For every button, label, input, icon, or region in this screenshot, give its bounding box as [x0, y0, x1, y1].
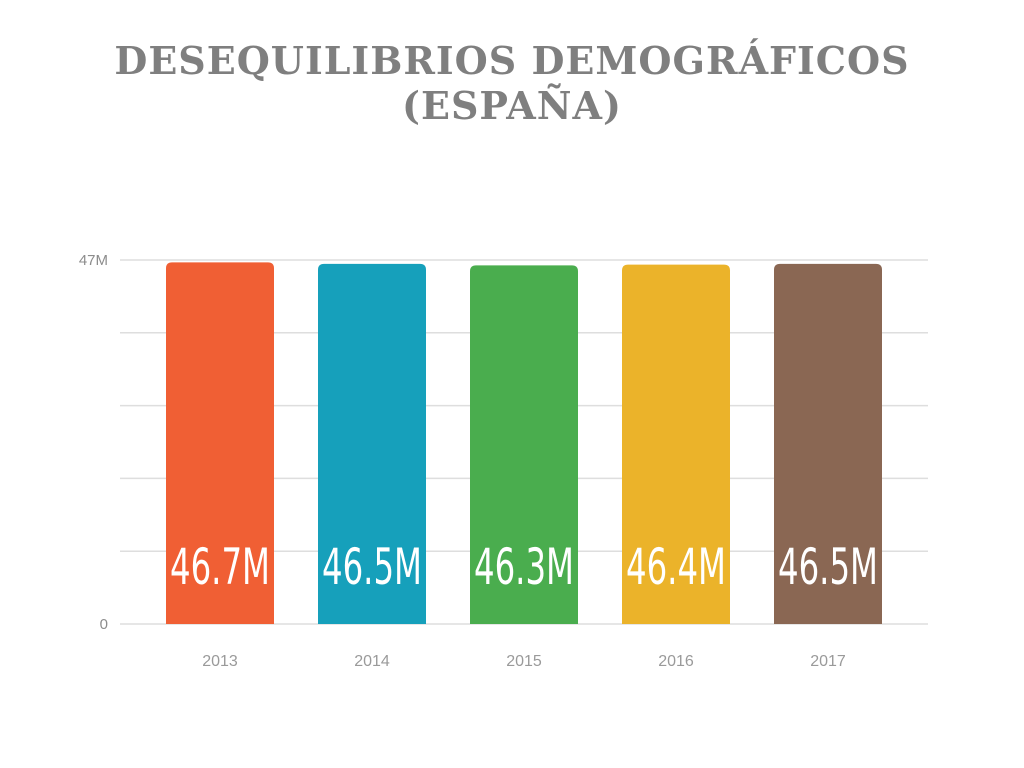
bar-value-label: 46.7M: [170, 539, 270, 596]
y-tick-label: 47M: [79, 252, 108, 269]
x-tick-label: 2014: [354, 653, 390, 670]
x-tick-label: 2016: [658, 653, 694, 670]
y-tick-label: 0: [100, 616, 108, 633]
bar-value-label: 46.3M: [474, 539, 574, 596]
bar-value-label: 46.5M: [778, 539, 878, 596]
x-tick-label: 2017: [810, 653, 846, 670]
chart-title: DESEQUILIBRIOS DEMOGRÁFICOS (ESPAÑA): [114, 38, 910, 128]
bar: [774, 263, 882, 624]
bar-value-label: 46.4M: [626, 539, 726, 596]
bar: [166, 262, 274, 624]
bar: [622, 264, 730, 624]
bar: [470, 265, 578, 624]
bar-value-label: 46.5M: [322, 539, 422, 596]
x-tick-label: 2015: [506, 653, 542, 670]
bar: [318, 263, 426, 624]
x-tick-label: 2013: [202, 653, 238, 670]
